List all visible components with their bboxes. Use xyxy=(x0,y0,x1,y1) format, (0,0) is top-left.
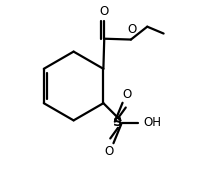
Text: S: S xyxy=(113,116,123,130)
Text: O: O xyxy=(100,4,109,18)
Text: O: O xyxy=(122,88,131,101)
Text: O: O xyxy=(105,145,114,158)
Text: O: O xyxy=(128,23,137,36)
Text: OH: OH xyxy=(144,116,162,130)
